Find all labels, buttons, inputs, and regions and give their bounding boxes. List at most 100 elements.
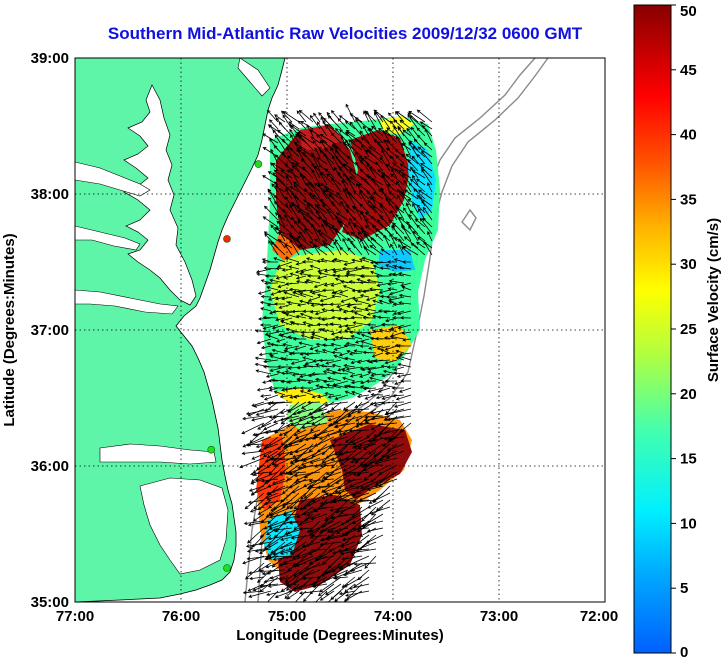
velocity-arrow: [375, 394, 391, 400]
velocity-arrow: [311, 583, 328, 588]
velocity-arrow: [397, 324, 412, 330]
velocity-arrow: [337, 316, 349, 321]
velocity-arrow: [391, 225, 405, 242]
velocity-arrow: [272, 555, 300, 561]
velocity-arrow: [310, 415, 335, 420]
velocity-arrow: [261, 260, 278, 264]
velocity-arrow: [291, 485, 307, 494]
velocity-arrow: [352, 443, 370, 449]
velocity-arrow: [320, 258, 335, 263]
velocity-arrow: [402, 245, 419, 256]
velocity-arrow: [295, 280, 307, 284]
velocity-arrow: [354, 266, 370, 270]
velocity-arrow: [307, 499, 321, 507]
velocity-arrow: [347, 247, 356, 256]
james-river: [75, 289, 179, 315]
velocity-arrow: [327, 415, 342, 422]
velocity-arrow: [283, 513, 300, 517]
velocity-arrow: [292, 291, 307, 298]
velocity-arrow: [419, 217, 433, 235]
velocity-arrow: [422, 206, 433, 221]
velocity-arrow: [378, 299, 391, 305]
velocity-arrow: [396, 194, 405, 207]
velocity-arrow: [278, 121, 293, 137]
velocity-arrow: [255, 369, 272, 375]
velocity-arrow: [296, 408, 314, 415]
velocity-arrow: [369, 401, 384, 406]
velocity-arrow: [345, 103, 356, 123]
velocity-arrow: [370, 215, 384, 228]
velocity-arrow: [282, 342, 293, 347]
velocity-arrow: [266, 285, 279, 291]
velocity-arrow: [314, 555, 335, 562]
velocity-arrow: [307, 520, 321, 534]
velocity-arrow: [367, 149, 384, 165]
velocity-arrow: [352, 471, 370, 476]
velocity-arrow: [319, 534, 342, 542]
velocity-arrow: [250, 478, 265, 485]
velocity-arrow: [384, 379, 398, 383]
velocity-arrow: [278, 429, 293, 436]
velocity-arrow: [344, 390, 356, 396]
velocity-arrow: [334, 422, 356, 428]
velocity-arrow: [297, 235, 314, 249]
velocity-arrow: [298, 526, 314, 531]
velocity-arrow: [370, 392, 384, 397]
velocity-arrow: [313, 282, 328, 288]
velocity-arrow: [308, 408, 328, 416]
velocity-arrow: [398, 216, 412, 228]
velocity-arrow: [287, 401, 307, 413]
y-tick-label: 38:00: [31, 186, 69, 203]
velocity-arrow: [385, 317, 398, 323]
velocity-arrow: [253, 492, 272, 510]
velocity-arrow: [396, 111, 412, 123]
velocity-arrow: [374, 111, 384, 130]
velocity-arrow: [364, 415, 384, 419]
velocity-arrow: [387, 184, 398, 193]
velocity-arrow: [354, 299, 370, 305]
velocity-arrow: [246, 555, 272, 561]
velocity-arrow: [309, 240, 321, 249]
velocity-arrow: [323, 268, 335, 273]
velocity-arrow: [355, 548, 370, 552]
velocity-arrow: [340, 280, 356, 284]
velocity-arrow: [368, 287, 384, 291]
velocity-arrow: [381, 172, 398, 186]
velocity-arrow: [314, 238, 328, 249]
velocity-arrow: [306, 124, 314, 137]
velocity-arrow: [343, 343, 356, 348]
velocity-arrow: [296, 110, 307, 123]
velocity-arrow: [260, 345, 272, 350]
velocity-arrow: [413, 188, 426, 200]
delaware-bay: [237, 58, 271, 97]
velocity-arrow: [412, 174, 419, 186]
velocity-arrow: [277, 239, 293, 249]
velocity-arrow: [303, 590, 314, 602]
velocity-arrow: [300, 330, 314, 335]
velocity-arrow: [385, 139, 398, 151]
velocity-arrow: [296, 377, 314, 382]
velocity-arrow: [343, 363, 356, 368]
velocity-arrow: [285, 203, 293, 214]
velocity-arrow: [321, 569, 335, 577]
velocity-arrow: [254, 356, 272, 361]
velocity-arrow: [325, 359, 342, 365]
velocity-arrow: [265, 373, 279, 378]
velocity-arrow: [285, 569, 307, 585]
velocity-arrow: [360, 520, 384, 528]
velocity-arrow: [360, 274, 377, 278]
velocity-arrow: [369, 324, 384, 330]
velocity-arrow: [333, 241, 342, 256]
velocity-arrow: [349, 176, 363, 186]
velocity-arrow: [371, 225, 384, 235]
velocity-arrow: [379, 156, 391, 172]
velocity-arrow: [282, 443, 300, 450]
velocity-arrow: [337, 457, 356, 463]
velocity-arrow: [381, 401, 405, 405]
velocity-arrow: [319, 150, 335, 165]
radar-stations: [207, 160, 263, 572]
velocity-arrow: [289, 186, 300, 193]
velocity-arrow: [306, 485, 328, 490]
velocity-arrow: [358, 422, 377, 427]
velocity-arrow: [368, 492, 391, 504]
